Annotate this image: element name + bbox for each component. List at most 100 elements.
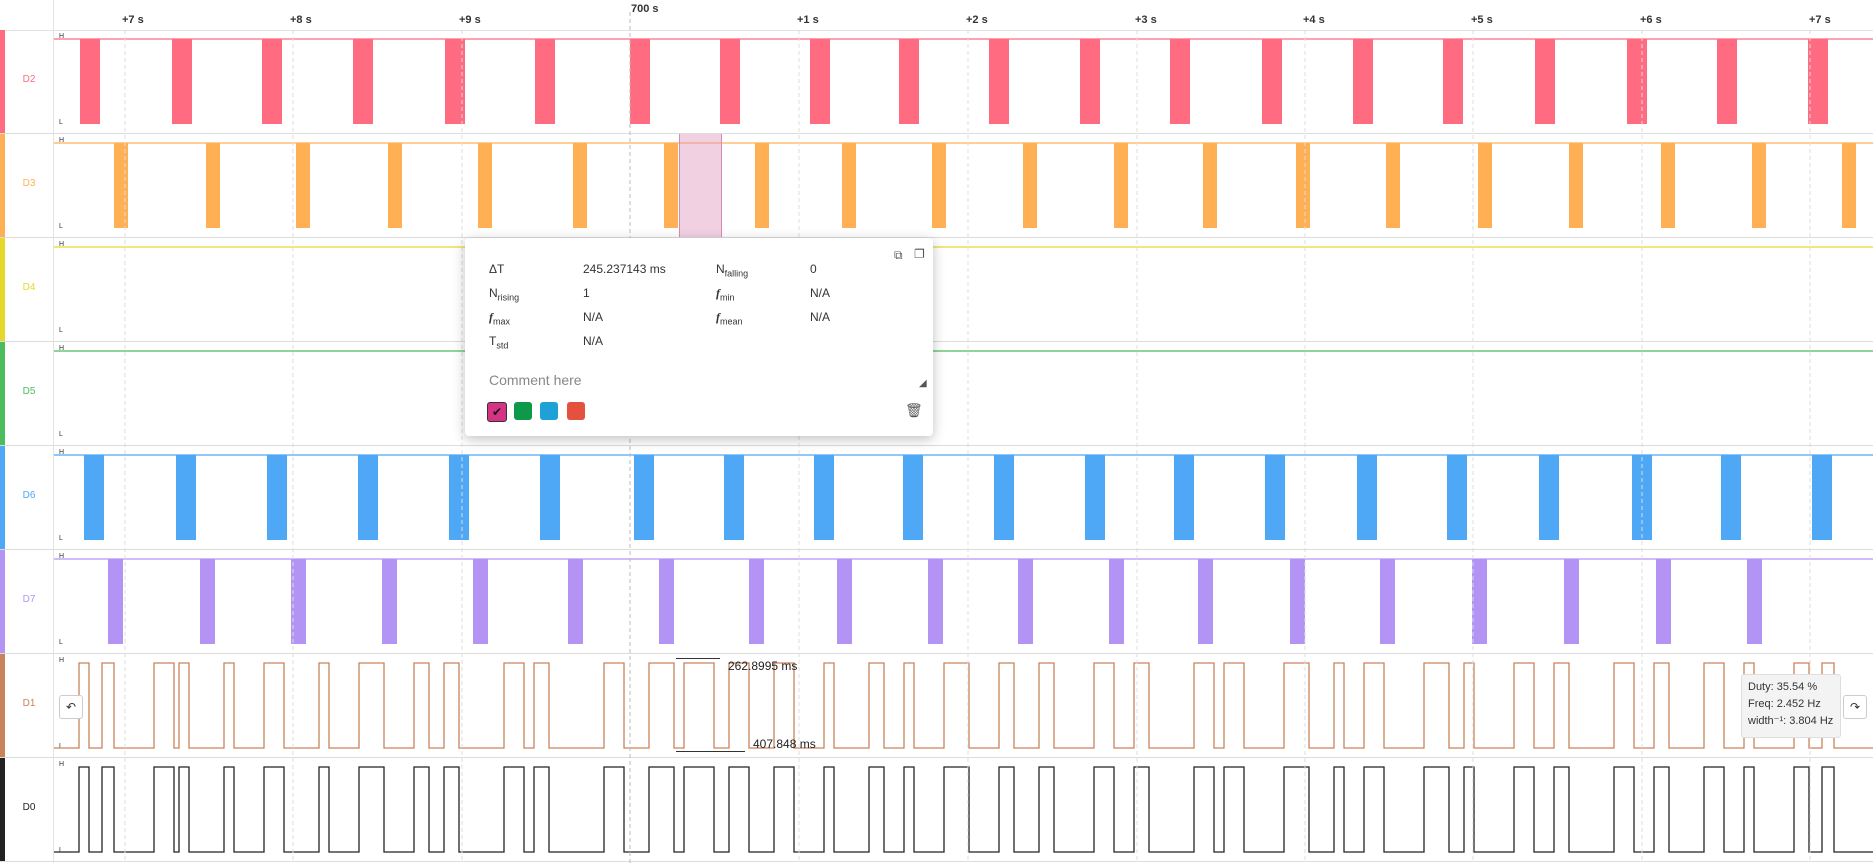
channel-row-d3[interactable]: D3 H L: [0, 134, 1873, 238]
high-level-label: H: [59, 33, 65, 40]
next-edge-icon[interactable]: ↷: [1843, 695, 1867, 719]
time-ruler[interactable]: 700 s +7 s +8 s +9 s +1 s +2 s +3 s +4 s +5 s +6…: [0, 0, 1873, 31]
pulse-mark: [449, 455, 469, 540]
channel-name-label[interactable]: D6: [22, 490, 36, 501]
color-swatch-pink[interactable]: ✔: [487, 402, 507, 422]
color-swatch-blue[interactable]: [540, 402, 558, 420]
channel-row-d2[interactable]: D2 H L: [0, 30, 1873, 134]
pulse-mark: [1721, 455, 1741, 540]
pulse-mark: [1109, 559, 1124, 644]
pulse-mark: [176, 455, 196, 540]
pulse-mark: [353, 39, 373, 124]
color-swatch-red[interactable]: [567, 402, 585, 420]
pulse-mark: [200, 559, 215, 644]
selection-region[interactable]: [679, 134, 722, 237]
channel-name-label[interactable]: D3: [22, 178, 36, 189]
pulse-mark: [1752, 143, 1766, 228]
pulse-mark: [989, 39, 1009, 124]
pulse-mark: [1296, 143, 1310, 228]
measure-arrow-bottom: [676, 751, 745, 752]
color-swatch-green[interactable]: [514, 402, 532, 420]
channel-row-d0[interactable]: D0 H L: [0, 758, 1873, 862]
channel-color-bar: [0, 446, 5, 549]
channel-color-bar: [0, 654, 5, 757]
pulse-mark: [814, 455, 834, 540]
f-min-value: N/A: [810, 286, 831, 300]
channel-name-label[interactable]: D1: [22, 698, 36, 709]
pulse-mark: [291, 559, 306, 644]
check-icon: ✔: [491, 405, 503, 419]
pulse-mark: [1808, 39, 1828, 124]
channel-name-label[interactable]: D5: [22, 386, 36, 397]
ruler-tick-label: +9 s: [459, 14, 481, 26]
pulse-mark: [478, 143, 492, 228]
high-level-label: H: [59, 553, 65, 560]
pulse-mark: [1386, 143, 1400, 228]
low-level-label: L: [59, 639, 63, 646]
t-std-label: Tstd: [489, 334, 509, 351]
channel-name-label[interactable]: D4: [22, 282, 36, 293]
channel-waveform: [54, 454, 1873, 540]
measure-popup: ⧉ ❐ ΔT 245.237143 ms Nfalling 0 Nrising …: [465, 238, 933, 436]
pulse-mark: [842, 143, 856, 228]
pulse-mark: [630, 39, 650, 124]
t-std-value: N/A: [583, 334, 604, 348]
pulse-mark: [573, 143, 587, 228]
pulse-mark: [1262, 39, 1282, 124]
high-level-label: H: [59, 761, 65, 768]
channel-color-bar: [0, 342, 5, 445]
pulse-mark: [114, 143, 128, 228]
channel-row-d4[interactable]: D4 H L: [0, 238, 1873, 342]
resize-icon[interactable]: ◢: [919, 378, 927, 389]
channel-name-label[interactable]: D7: [22, 594, 36, 605]
pulse-mark: [1023, 143, 1037, 228]
pulse-mark: [1656, 559, 1671, 644]
pulse-mark: [80, 39, 100, 124]
channel-name-label[interactable]: D0: [22, 802, 36, 813]
measure-arrow-top: [676, 658, 720, 659]
pulse-mark: [84, 455, 104, 540]
pulse-mark: [724, 455, 744, 540]
low-level-label: L: [59, 743, 63, 750]
pulse-mark: [1114, 143, 1128, 228]
f-mean-label: fmean: [716, 310, 743, 327]
high-level-label: H: [59, 345, 65, 352]
pulse-mark: [1357, 455, 1377, 540]
pulse-mark: [903, 455, 923, 540]
channel-name-label[interactable]: D2: [22, 74, 36, 85]
pulse-mark: [664, 143, 678, 228]
channel-row-d5[interactable]: D5 H L: [0, 342, 1873, 446]
pulse-mark: [1018, 559, 1033, 644]
pulse-mark: [1265, 455, 1285, 540]
pulse-mark: [1203, 143, 1217, 228]
ruler-tick-label: +7 s: [122, 14, 144, 26]
channel-row-d1[interactable]: D1 H L: [0, 654, 1873, 758]
high-level-label: H: [59, 657, 65, 664]
channel-waveform: [54, 246, 1873, 248]
pulse-mark: [1539, 455, 1559, 540]
channel-color-bar: [0, 134, 5, 237]
channel-row-d7[interactable]: D7 H L: [0, 550, 1873, 654]
prev-edge-icon[interactable]: ↶: [59, 695, 83, 719]
measurement-top-label: 262.8995 ms: [728, 659, 798, 673]
pulse-mark: [1812, 455, 1832, 540]
channel-waveform: [54, 38, 1873, 124]
pulse-mark: [1353, 39, 1373, 124]
pulse-mark: [810, 39, 830, 124]
pulse-mark: [540, 455, 560, 540]
pulse-mark: [1290, 559, 1305, 644]
pulse-mark: [1080, 39, 1100, 124]
delta-t-label: ΔT: [489, 262, 505, 276]
pulse-mark: [1661, 143, 1675, 228]
copy-icon[interactable]: ❐: [914, 247, 925, 261]
ruler-tick-label: +8 s: [290, 14, 312, 26]
trash-icon[interactable]: 🗑: [905, 402, 923, 418]
pulse-mark: [1842, 143, 1856, 228]
comment-input[interactable]: Comment here: [489, 372, 582, 388]
channel-row-d6[interactable]: D6 H L: [0, 446, 1873, 550]
pulse-mark: [388, 143, 402, 228]
ruler-tick-label: +1 s: [797, 14, 819, 26]
channel-waveform: [54, 662, 1873, 749]
expand-icon[interactable]: ⧉: [894, 248, 903, 262]
pulse-mark: [1174, 455, 1194, 540]
